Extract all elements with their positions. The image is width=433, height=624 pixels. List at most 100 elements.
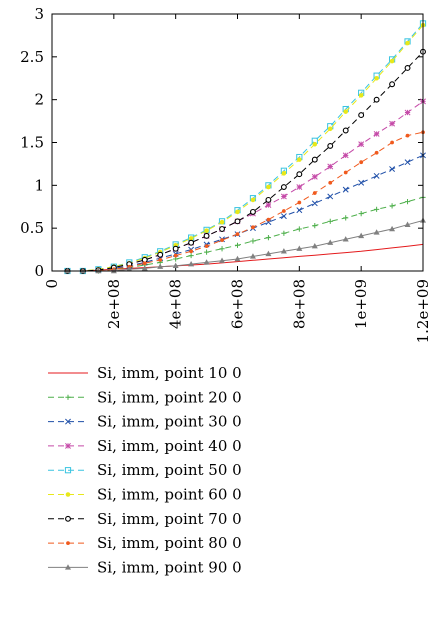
legend-label: Si, imm, point 10 0 [97,364,242,382]
legend-marker [65,564,71,570]
series-2 [64,194,426,274]
data-point [280,193,287,200]
data-point [234,255,241,262]
legend-item: Si, imm, point 20 0 [48,388,242,406]
data-point [327,126,333,132]
data-point [280,213,287,220]
series-4 [64,98,426,274]
data-point [404,221,411,227]
legend-item: Si, imm, point 50 0 [48,461,242,479]
series-layer [64,20,427,275]
series-line [67,51,424,272]
data-point [389,203,395,209]
data-point [280,248,287,254]
data-point [297,157,302,162]
legend-label: Si, imm, point 50 0 [97,461,242,479]
data-point [158,257,163,262]
data-point [358,112,365,119]
x-axis: 0 2e+08 4e+08 6e+08 8e+08 1e+09 1.2e+09 [43,14,432,343]
series-line [67,196,424,272]
data-point [250,238,256,244]
data-point [219,226,225,232]
data-point [203,249,210,255]
data-point [265,202,272,208]
data-point [157,263,164,269]
data-point [374,150,379,155]
data-point [358,232,365,239]
x-tick-label: 2e+08 [105,279,123,329]
data-point [358,93,364,98]
data-point [311,156,318,163]
series-line [67,131,424,272]
legend-marker [65,418,71,425]
legend-item: Si, imm, point 40 0 [48,437,242,455]
plot-frame [51,13,424,272]
data-point [219,219,225,225]
legend-label: Si, imm, point 40 0 [97,437,242,455]
data-point [373,130,380,137]
data-point [296,207,303,214]
data-point [312,141,318,147]
data-point [234,218,241,225]
legend-label: Si, imm, point 80 0 [97,534,242,552]
series-line [67,24,424,272]
data-point [389,166,396,173]
data-point [405,40,410,46]
data-point [374,206,380,212]
data-point [358,179,365,186]
series-5 [64,20,427,275]
data-point [281,171,287,176]
data-point [343,170,348,175]
data-point [189,249,194,254]
x-tick-label: 6e+08 [229,279,247,329]
data-point [173,253,178,258]
data-point [265,234,272,241]
data-point [234,242,241,248]
data-point [311,200,318,207]
data-point [235,232,240,237]
series-1 [67,243,424,272]
data-point [373,96,380,103]
legend-marker [66,541,70,545]
data-point [358,141,365,148]
data-point [280,184,287,190]
data-point [359,160,364,165]
data-point [265,250,272,257]
legend: Si, imm, point 10 0 Si, imm, point 20 0 Si… [48,364,242,576]
data-point [157,251,164,258]
data-point [389,120,396,127]
data-point [389,58,395,64]
data-point [374,75,379,81]
series-line [67,154,424,272]
data-point [342,152,349,159]
series-line [67,220,424,272]
data-point [296,184,303,191]
legend-label: Si, imm, point 30 0 [97,413,242,431]
data-point [328,180,333,185]
series-7 [64,48,426,274]
data-point [220,238,224,243]
legend-marker [65,442,71,449]
data-point [342,186,349,193]
series-8 [65,130,425,273]
data-point [188,252,194,259]
x-tick-label: 8e+08 [290,279,308,329]
legend-item: Si, imm, point 80 0 [48,534,242,552]
data-point [235,209,240,215]
series-3 [64,152,426,274]
data-point [188,260,195,267]
data-point [390,140,394,145]
y-tick-label: 0.5 [20,219,44,237]
data-point [250,208,256,215]
data-point [281,230,287,236]
legend-marker [64,467,72,474]
data-point [265,219,272,226]
y-tick-label: 1 [34,176,44,194]
y-tick-label: 2.5 [20,48,44,66]
data-point [249,253,256,259]
legend-item: Si, imm, point 30 0 [48,413,242,431]
data-point [219,257,226,263]
data-point [141,265,148,271]
legend-item: Si, imm, point 60 0 [48,486,242,504]
